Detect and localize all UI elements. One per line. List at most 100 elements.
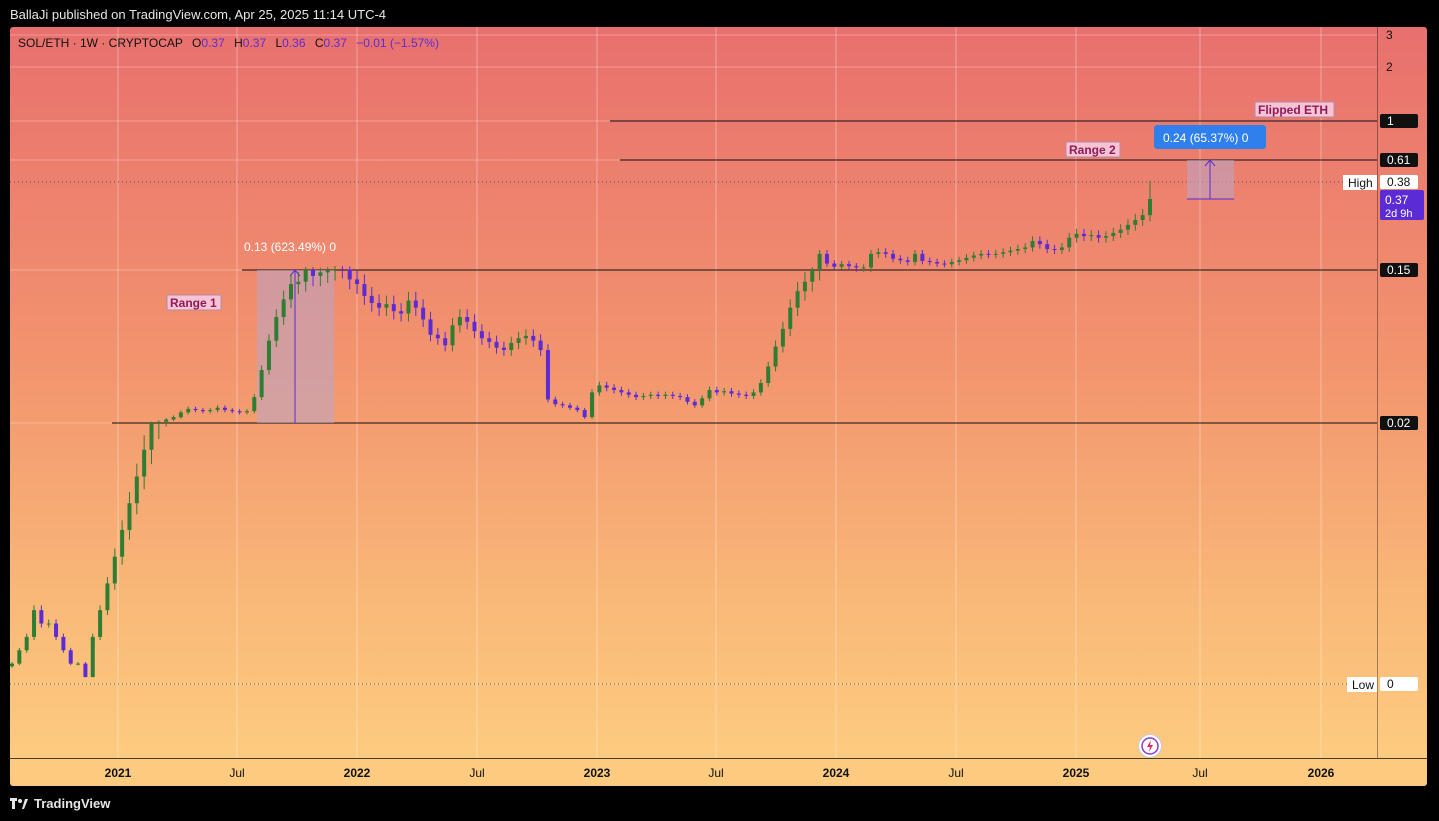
high-value: 0.37 [242, 36, 267, 50]
candle-body-61 [457, 317, 462, 326]
candle-body-54 [406, 300, 411, 314]
candle-body-33 [252, 397, 257, 412]
candle-body-150 [1111, 232, 1116, 237]
tradingview-logo-icon [10, 797, 28, 809]
x-tick-8: 2025 [1063, 766, 1090, 780]
candle-body-19 [149, 423, 154, 450]
candle-body-3 [32, 610, 37, 637]
range2-label-bg [1065, 141, 1121, 158]
candle-body-57 [428, 319, 433, 335]
candle-body-40 [303, 270, 308, 282]
candle-body-100 [744, 394, 749, 396]
candle-body-115 [854, 266, 859, 268]
candle-body-55 [413, 300, 418, 308]
low-key: L [275, 36, 283, 50]
y-tag-1-bg [1380, 114, 1418, 128]
candle-body-91 [678, 395, 683, 398]
candle-body-1 [17, 650, 22, 664]
measure-text-range1: 0.13 (623.49%) 0 [244, 240, 336, 254]
candle-body-133 [986, 253, 991, 255]
candle-body-124 [920, 253, 925, 261]
y-tag-0: 0 [1387, 677, 1394, 691]
price-axis[interactable]: 3 2 1 0.61 0.38 0.37 2d 9h 0.15 0.02 0 [1377, 27, 1427, 758]
measure-arrowhead-range2 [1204, 159, 1216, 167]
open-value: 0.37 [201, 36, 225, 50]
replay-flash-icon[interactable] [1138, 734, 1162, 758]
candle-body-135 [1001, 252, 1006, 254]
candle-body-83 [619, 390, 624, 393]
range2-label: Range 2 [1069, 143, 1116, 157]
candle-body-7 [61, 636, 66, 651]
candle-body-144 [1067, 237, 1072, 248]
candle-body-29 [222, 407, 227, 411]
candle-body-14 [112, 556, 117, 584]
x-tick-9: Jul [1192, 766, 1207, 780]
y-tag-038: 0.38 [1387, 175, 1411, 189]
candle-body-44 [333, 269, 338, 271]
tradingview-brand: TradingView [34, 796, 111, 811]
candle-body-114 [846, 264, 851, 267]
candle-body-127 [942, 263, 947, 265]
candle-body-112 [832, 263, 837, 267]
y-tag-061: 0.61 [1387, 153, 1411, 167]
candle-body-109 [810, 270, 815, 282]
candle-body-42 [318, 272, 323, 276]
chart-frame: 0.13 (623.49%) 0 0.24 (65.37%) 0 Range 1 Ra… [10, 27, 1427, 786]
candle-body-85 [634, 394, 639, 398]
candle-body-37 [281, 299, 286, 318]
tradingview-footer[interactable]: TradingView [10, 796, 110, 811]
candle-body-60 [450, 325, 455, 346]
candle-body-22 [171, 417, 176, 420]
y-tag-1: 1 [1387, 114, 1394, 128]
candle-body-88 [656, 394, 661, 396]
candle-body-151 [1118, 229, 1123, 233]
candle-body-143 [1059, 247, 1064, 250]
candle-body-79 [590, 392, 595, 418]
candle-body-23 [178, 412, 183, 418]
candle-body-141 [1045, 244, 1050, 250]
candle-body-121 [898, 258, 903, 261]
y-tag-last-bg [1380, 190, 1424, 220]
candle-body-111 [824, 253, 829, 264]
candle-body-126 [935, 261, 940, 264]
candle-body-31 [237, 411, 242, 413]
candle-body-36 [274, 317, 279, 341]
candle-body-52 [391, 304, 396, 312]
candle-body-2 [24, 636, 29, 651]
symbol-legend[interactable]: SOL/ETH · 1W · CRYPTOCAP O0.37 H0.37 L0.… [18, 36, 439, 50]
candle-body-122 [905, 260, 910, 262]
candle-body-8 [68, 650, 73, 664]
candle-body-4 [39, 610, 44, 624]
candle-body-86 [641, 395, 646, 398]
candle-body-66 [494, 341, 499, 348]
y-tag-061-bg [1380, 153, 1418, 167]
candle-body-123 [913, 253, 918, 262]
candle-body-45 [340, 269, 345, 271]
candle-body-95 [707, 390, 712, 399]
candle-body-6 [54, 623, 59, 637]
candle-body-118 [876, 252, 881, 254]
candle-body-119 [883, 252, 888, 254]
candle-body-128 [949, 261, 954, 265]
y-tag-038-bg [1380, 175, 1418, 189]
time-axis[interactable]: 2021 Jul 2022 Jul 2023 Jul 2024 Jul 2025 Jul 2026 [10, 758, 1427, 786]
candle-body-58 [435, 334, 440, 339]
candle-body-107 [795, 291, 800, 308]
candle-body-116 [861, 267, 866, 269]
y-tag-0-bg [1380, 677, 1418, 691]
plot-area[interactable]: 0.13 (623.49%) 0 0.24 (65.37%) 0 Range 1 Ra… [10, 27, 1377, 758]
candle-body-134 [993, 253, 998, 255]
high-label: High [1348, 176, 1373, 190]
candle-body-110 [817, 253, 822, 270]
candle-body-82 [612, 387, 617, 391]
low-label: Low [1352, 678, 1374, 692]
candle-body-139 [1030, 240, 1035, 248]
candle-body-81 [604, 385, 609, 388]
candle-body-77 [575, 407, 580, 411]
candle-body-99 [736, 393, 741, 395]
candle-body-113 [839, 264, 844, 267]
candle-body-137 [1015, 249, 1020, 251]
candle-body-117 [869, 253, 874, 268]
y-tag-002: 0.02 [1387, 416, 1411, 430]
flipped-eth-label: Flipped ETH [1258, 103, 1328, 117]
